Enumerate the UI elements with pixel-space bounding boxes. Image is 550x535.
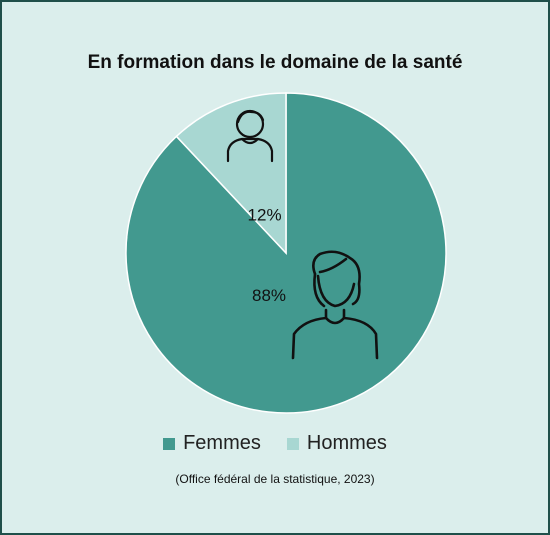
legend-label-femmes: Femmes [183, 432, 261, 454]
legend-item-femmes: Femmes [163, 432, 261, 455]
legend-item-hommes: Hommes [286, 432, 387, 455]
data-label-femmes: 88% [252, 286, 286, 305]
chart-source: (Office fédéral de la statistique, 2023) [175, 472, 375, 486]
chart-title: En formation dans le domaine de la santé [87, 52, 463, 73]
legend-label-hommes: Hommes [306, 432, 387, 454]
man-icon [226, 109, 274, 163]
chart-legend: Femmes Hommes [2, 432, 548, 455]
woman-icon [291, 250, 379, 360]
legend-swatch-femmes [163, 437, 176, 450]
legend-swatch-hommes [286, 437, 299, 450]
data-label-hommes: 12% [248, 206, 282, 225]
